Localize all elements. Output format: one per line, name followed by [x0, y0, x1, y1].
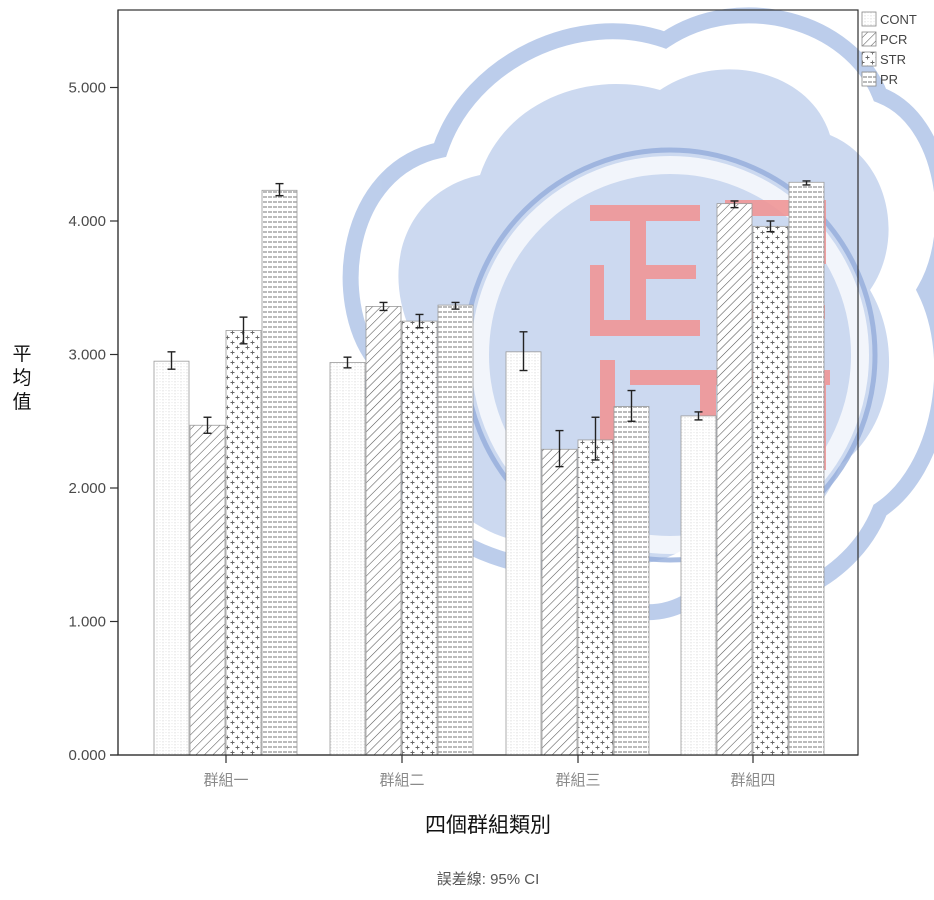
bar-pr-group-1 — [261, 189, 298, 756]
error-bar-cont-group-1 — [167, 351, 176, 370]
error-bar-str-group-3 — [591, 416, 600, 461]
bar-pr-group-4 — [788, 181, 825, 756]
error-bar-pr-group-3 — [627, 389, 636, 422]
bar-cont-group-2 — [329, 362, 366, 756]
legend-label-cont: CONT — [880, 12, 917, 27]
y-tick-label: 3.000 — [68, 347, 106, 364]
error-bar-pcr-group-4 — [730, 200, 739, 209]
error-bar-str-group-2 — [415, 313, 424, 329]
legend-swatch-cont — [861, 11, 877, 27]
x-category-label: 群組一 — [203, 772, 248, 789]
error-bar-cont-group-4 — [694, 411, 703, 421]
x-axis: 群組一 群組二 群組三 群組四 — [110, 754, 858, 789]
error-bar-cont-group-2 — [343, 356, 352, 369]
legend-swatch-str — [861, 51, 877, 67]
error-bar-str-group-1 — [239, 316, 248, 345]
legend-label-pr: PR — [880, 72, 898, 87]
error-bar-str-group-4 — [766, 220, 775, 233]
bar-cont-group-1 — [153, 360, 190, 756]
bar-pcr-group-3 — [541, 448, 578, 756]
y-tick-label: 1.000 — [68, 614, 106, 631]
legend-swatch-pcr — [861, 31, 877, 47]
legend-swatch-pr — [861, 71, 877, 87]
error-bar-pr-group-1 — [275, 182, 284, 197]
x-category-label: 群組四 — [730, 772, 775, 789]
bar-str-group-4 — [752, 225, 789, 756]
x-category-label: 群組二 — [379, 772, 424, 789]
y-axis-title: 平均值 — [12, 343, 31, 413]
x-category-label: 群組三 — [555, 772, 600, 789]
bar-pr-group-2 — [437, 304, 474, 756]
error-bar-pcr-group-2 — [379, 301, 388, 312]
legend-label-str: STR — [880, 52, 906, 67]
bar-str-group-3 — [577, 439, 614, 756]
bar-pr-group-3 — [613, 406, 650, 756]
bar-str-group-2 — [401, 320, 438, 756]
error-bar-note: 誤差線: 95% CI — [437, 871, 540, 888]
error-bar-pcr-group-3 — [555, 429, 564, 468]
legend: CONT PCR STR PR — [861, 11, 917, 87]
bar-pcr-group-4 — [716, 203, 753, 756]
y-tick-label: 2.000 — [68, 480, 106, 497]
error-bar-pr-group-4 — [802, 180, 811, 186]
error-bar-pcr-group-1 — [203, 416, 212, 434]
bar-cont-group-4 — [680, 415, 717, 756]
y-tick-label: 5.000 — [68, 80, 106, 97]
bar-pcr-group-1 — [189, 424, 226, 756]
x-axis-title: 四個群組類別 — [425, 813, 551, 837]
bar-pcr-group-2 — [365, 306, 402, 756]
error-bar-cont-group-3 — [519, 331, 528, 372]
error-bars-layer — [167, 180, 811, 468]
bar-str-group-1 — [225, 330, 262, 756]
y-axis: 0.000 1.000 2.000 3.000 4.000 5.000 — [68, 10, 119, 764]
y-tick-label: 0.000 — [68, 747, 106, 764]
legend-label-pcr: PCR — [880, 32, 907, 47]
y-tick-label: 4.000 — [68, 213, 106, 230]
bar-cont-group-3 — [505, 351, 542, 756]
bars-layer — [153, 181, 825, 756]
error-bar-pr-group-2 — [451, 301, 460, 310]
